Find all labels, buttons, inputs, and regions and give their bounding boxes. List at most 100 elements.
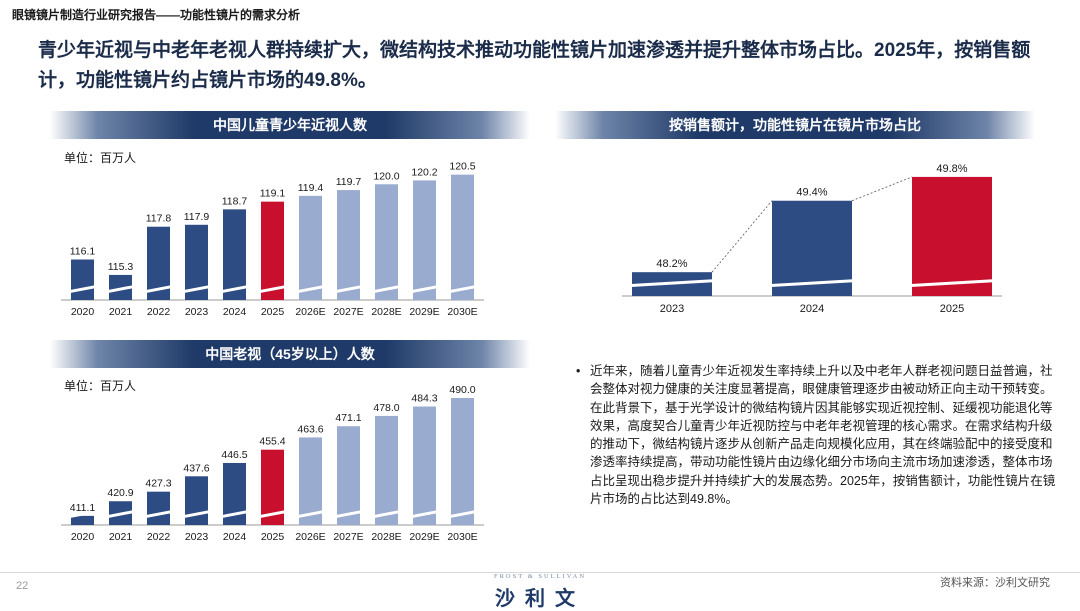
chart2-bar <box>375 415 398 525</box>
chart1-bar <box>185 224 208 300</box>
chart2-title: 中国老视（45岁以上）人数 <box>205 346 375 362</box>
chart2-data-label: 478.0 <box>373 402 399 414</box>
chart1-tick-label: 2026E <box>295 306 325 318</box>
chart1-data-label: 115.3 <box>108 261 134 273</box>
chart2-axis-break <box>336 510 361 518</box>
chart2-bar <box>337 426 360 525</box>
chart2-title-banner: 中国老视（45岁以上）人数 <box>50 340 530 368</box>
chart3-axis-break <box>771 279 853 287</box>
chart2-data-label: 411.1 <box>70 502 96 514</box>
chart3-axis-break <box>911 279 993 287</box>
bullet-dot: • <box>576 364 581 378</box>
chart1-bar <box>147 226 170 300</box>
chart2-tick-label: 2027E <box>333 531 363 543</box>
chart3-title: 按销售额计，功能性镜片在镜片市场占比 <box>669 117 921 133</box>
chart2-axis-break <box>260 510 285 518</box>
chart1-data-label: 119.4 <box>298 182 324 194</box>
commentary-text: 近年来，随着儿童青少年近视发生率持续上升以及中老年人群老视问题日益普遍，社会整体… <box>590 364 1056 507</box>
footer-divider <box>0 572 1080 573</box>
chart3-trend-connector <box>851 176 913 202</box>
chart1-axis-break <box>412 285 437 293</box>
chart1-unit: 单位：百万人 <box>64 151 137 165</box>
chart2-data-label: 427.3 <box>145 478 171 490</box>
chart3-data-label: 48.2% <box>656 258 687 270</box>
page-headline: 青少年近视与中老年老视人群持续扩大，微结构技术推动功能性镜片加速渗透并提升整体市… <box>38 40 1031 91</box>
chart1-tick-label: 2029E <box>409 306 439 318</box>
chart2-tick-label: 2022 <box>147 531 171 543</box>
chart2-data-label: 420.9 <box>107 487 133 499</box>
chart2-tick-label: 2030E <box>447 531 477 543</box>
chart2-data-label: 446.5 <box>221 449 247 461</box>
chart1-axis-break <box>184 285 209 293</box>
chart1-tick-label: 2027E <box>333 306 363 318</box>
chart1-data-label: 120.0 <box>373 170 399 182</box>
chart2-unit: 单位：百万人 <box>64 379 137 393</box>
chart2-bar <box>413 406 436 525</box>
chart2-tick-label: 2029E <box>409 531 439 543</box>
chart1-bar <box>223 209 246 300</box>
chart2-axis-break <box>146 510 171 518</box>
chart3-tick-label: 2024 <box>800 303 824 315</box>
chart3-data-label: 49.8% <box>936 163 967 175</box>
chart1-title: 中国儿童青少年近视人数 <box>213 117 367 133</box>
chart2-axis-break <box>70 510 95 518</box>
chart1-data-label: 120.5 <box>449 161 475 173</box>
chart2-tick-label: 2026E <box>295 531 325 543</box>
chart2-axis-break <box>222 510 247 518</box>
chart1-tick-label: 2024 <box>223 306 247 318</box>
chart3-bar <box>912 176 992 296</box>
chart1-tick-label: 2028E <box>371 306 401 318</box>
chart1-axis-break <box>70 285 95 293</box>
chart2-data-label: 437.6 <box>183 462 209 474</box>
chart2-data-label: 463.6 <box>297 423 323 435</box>
chart1-data-label: 116.1 <box>70 246 96 258</box>
brand-logo-cn: 沙利文 <box>495 588 585 610</box>
chart3-tick-label: 2025 <box>940 303 964 315</box>
commentary-paragraph: • 近年来，随着儿童青少年近视发生率持续上升以及中老年人群老视问题日益普遍，社会整… <box>576 362 1060 508</box>
chart2-bar <box>451 397 474 525</box>
chart3-data-label: 49.4% <box>796 187 827 199</box>
chart2-data-label: 490.0 <box>449 384 475 396</box>
chart3-axis-break <box>631 279 713 287</box>
chart1-data-label: 117.9 <box>184 211 210 223</box>
chart1-tick-label: 2022 <box>147 306 171 318</box>
chart2-axis-break <box>374 510 399 518</box>
chart1-tick-label: 2021 <box>109 306 133 318</box>
chart2-tick-label: 2025 <box>261 531 285 543</box>
chart2-axis-break <box>298 510 323 518</box>
chart2-bar <box>71 515 94 525</box>
chart1-bar <box>337 190 360 300</box>
chart1-bar <box>109 274 132 300</box>
chart2-bar <box>223 462 246 525</box>
chart3-tick-label: 2023 <box>660 303 684 315</box>
presbyopia-bar-chart: 411.1 2020 420.9 2021 427.3 2022 437.6 2023 446.… <box>61 384 484 543</box>
chart1-data-label: 119.1 <box>260 188 286 200</box>
chart1-tick-label: 2030E <box>447 306 477 318</box>
chart1-data-label: 118.7 <box>222 195 248 207</box>
chart2-bar <box>147 491 170 525</box>
chart2-data-label: 455.4 <box>259 436 285 448</box>
chart2-axis-break <box>412 510 437 518</box>
chart2-data-label: 484.3 <box>411 393 437 405</box>
chart1-axis-break <box>450 285 475 293</box>
chart2-tick-label: 2028E <box>371 531 401 543</box>
chart1-bar <box>413 180 436 300</box>
chart1-axis-break <box>374 285 399 293</box>
brand-logo-en: FROST & SULLIVAN <box>493 573 587 580</box>
chart2-bar <box>185 476 208 525</box>
chart2-bar <box>261 449 284 525</box>
chart1-bar <box>71 259 94 300</box>
breadcrumb: 眼镜镜片制造行业研究报告——功能性镜片的需求分析 <box>12 8 301 22</box>
chart1-bar <box>299 195 322 300</box>
chart2-tick-label: 2023 <box>185 531 209 543</box>
chart2-data-label: 471.1 <box>335 412 361 424</box>
chart1-bar <box>375 184 398 300</box>
functional-lens-share-chart: 48.2% 2023 49.4% 2024 49.8% 2025 <box>622 163 1002 315</box>
chart1-axis-break <box>336 285 361 293</box>
chart2-axis-break <box>450 510 475 518</box>
chart2-tick-label: 2024 <box>223 531 247 543</box>
chart1-tick-label: 2020 <box>71 306 95 318</box>
youth-myopia-bar-chart: 116.1 2020 115.3 2021 117.8 2022 117.9 2023 118.… <box>61 161 484 318</box>
chart3-title-banner: 按销售额计，功能性镜片在镜片市场占比 <box>555 111 1035 139</box>
chart1-bar <box>451 174 474 300</box>
